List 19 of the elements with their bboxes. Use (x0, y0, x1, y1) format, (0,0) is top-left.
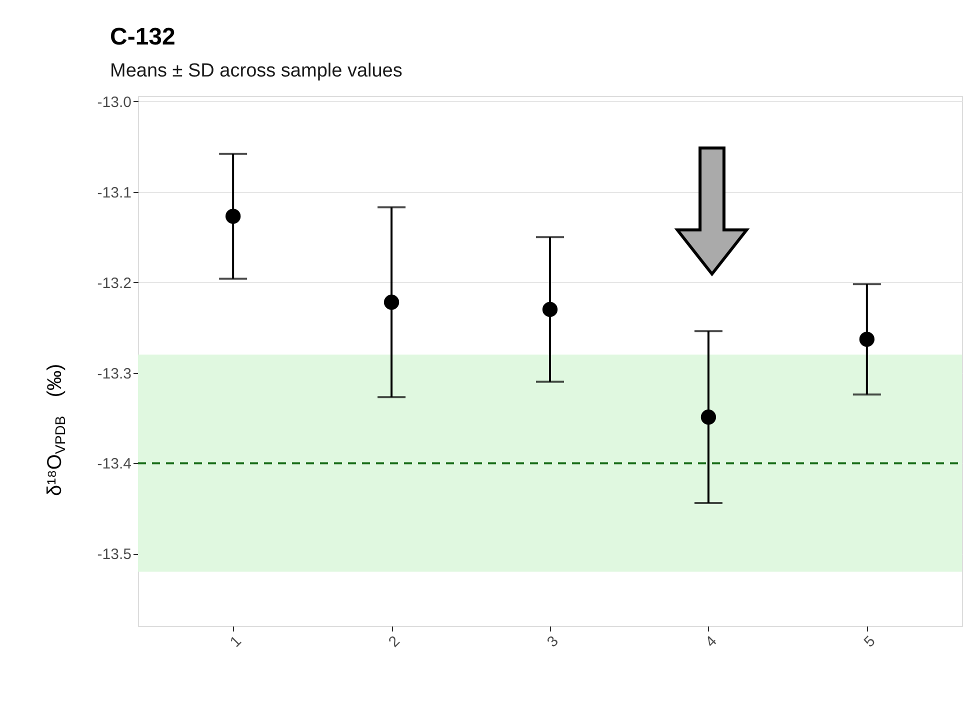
point (384, 294, 400, 310)
y-tick-label: -13.2 (97, 274, 132, 292)
point (859, 332, 875, 347)
chart-subtitle: Means ± SD across sample values (110, 60, 402, 82)
chart-title: C-132 (110, 23, 176, 50)
x-tick-label: 3 (544, 632, 562, 651)
text: δ¹⁸OVPDB (‰) (44, 364, 68, 496)
y-tick-label: -13.4 (97, 456, 132, 473)
y-tick-label: -13.5 (97, 546, 132, 564)
y-tick-label: -13.3 (97, 365, 132, 382)
x-tick-label: 1 (226, 632, 245, 651)
point (700, 410, 716, 425)
y-tick-label: -13.1 (97, 184, 132, 202)
y-tick-label: -13.0 (97, 94, 132, 111)
point (225, 208, 241, 224)
x-tick-label: 5 (860, 632, 879, 651)
point (542, 302, 558, 318)
x-tick-label: 2 (385, 632, 404, 651)
x-tick-label: 4 (702, 632, 720, 651)
